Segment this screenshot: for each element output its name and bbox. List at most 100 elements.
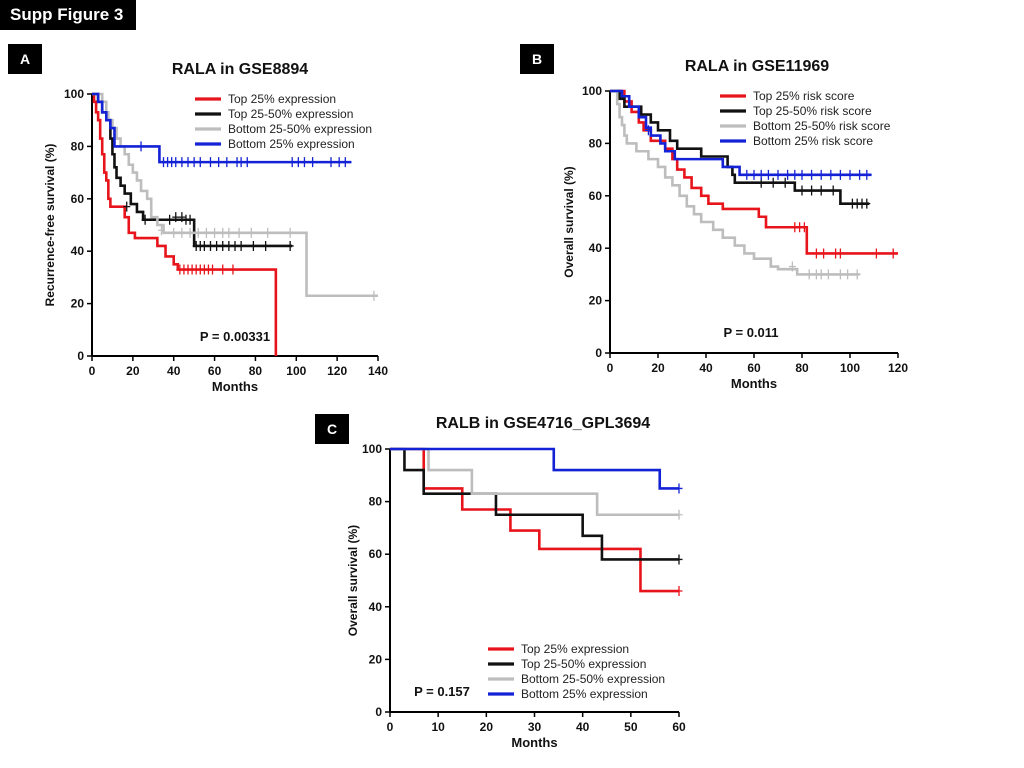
figure-label: Supp Figure 3	[0, 0, 136, 30]
censor-mark-a	[286, 227, 294, 238]
censor-mark-a	[184, 157, 192, 168]
censor-mark-b	[788, 261, 796, 272]
x-tick-label-a: 120	[327, 364, 347, 378]
censor-mark-a	[219, 264, 227, 275]
censor-mark-b	[743, 169, 751, 180]
y-tick-label-a: 0	[77, 349, 84, 363]
censor-mark-b	[817, 269, 825, 280]
censor-mark-a	[202, 227, 210, 238]
censor-mark-a	[286, 240, 294, 251]
censor-mark-b	[846, 169, 854, 180]
censor-mark-a	[294, 157, 302, 168]
censor-mark-a	[157, 225, 165, 236]
x-tick-label-b: 100	[840, 361, 860, 375]
chart-panel-a: RALA in GSE8894 0 20 40 60 80 100 120 140 0 20 40 60…	[43, 61, 388, 394]
x-tick-label-c: 50	[624, 720, 638, 734]
censor-mark-a	[237, 157, 245, 168]
y-tick-label-b: 60	[589, 189, 603, 203]
censor-mark-a	[231, 240, 239, 251]
censor-mark-c	[675, 554, 683, 565]
panel-letter-a: A	[8, 44, 42, 74]
censor-mark-b	[817, 169, 825, 180]
censor-mark-b	[791, 169, 799, 180]
censor-mark-a	[341, 157, 349, 168]
y-axis-label-c: Overall survival (%)	[346, 525, 360, 636]
censor-mark-b	[798, 185, 806, 196]
y-tick-label-b: 100	[582, 84, 602, 98]
x-axis-label-b: Months	[731, 376, 777, 391]
y-tick-label-a: 100	[64, 87, 84, 101]
legend-label-b-2: Bottom 25-50% risk score	[753, 119, 891, 133]
censor-mark-a	[262, 240, 270, 251]
survival-curve-c-1	[390, 447, 679, 561]
censor-mark-b	[829, 185, 837, 196]
x-tick-label-b: 60	[747, 361, 761, 375]
censor-mark-b	[863, 198, 871, 209]
p-value-c: P = 0.157	[414, 684, 470, 699]
y-axis-label-a: Recurrence-free survival (%)	[43, 144, 57, 307]
panel-letter-b: B	[520, 44, 554, 74]
x-tick-label-a: 100	[286, 364, 306, 378]
censor-mark-a	[178, 212, 186, 223]
censor-mark-b	[817, 185, 825, 196]
censor-mark-a	[225, 240, 233, 251]
legend-label-b-3: Bottom 25% risk score	[753, 134, 873, 148]
censor-mark-a	[186, 214, 194, 225]
x-axis-label-a: Months	[212, 379, 258, 394]
censor-mark-a	[264, 227, 272, 238]
survival-curve-a-0	[92, 92, 278, 356]
legend-label-c-3: Bottom 25% expression	[521, 687, 648, 701]
survival-curve-b-3	[610, 89, 872, 177]
survival-curve-a-3	[92, 92, 352, 164]
p-value-a: P = 0.00331	[200, 329, 270, 344]
y-tick-label-a: 60	[71, 192, 85, 206]
legend-label-b-1: Top 25-50% risk score	[753, 104, 872, 118]
x-tick-label-a: 140	[368, 364, 388, 378]
censor-mark-c	[675, 483, 683, 494]
censor-mark-a	[335, 157, 343, 168]
legend-label-c-1: Top 25-50% expression	[521, 657, 646, 671]
x-tick-label-a: 40	[167, 364, 181, 378]
censor-mark-a	[235, 227, 243, 238]
y-tick-label-b: 20	[589, 294, 603, 308]
y-axis-label-b: Overall survival (%)	[562, 166, 576, 277]
censor-mark-c	[675, 509, 683, 520]
censor-mark-a	[170, 227, 178, 238]
censor-mark-b	[836, 269, 844, 280]
x-tick-label-c: 40	[576, 720, 590, 734]
y-tick-label-b: 40	[589, 241, 603, 255]
chart-title-c: RALB in GSE4716_GPL3694	[436, 415, 650, 432]
censor-mark-b	[856, 169, 864, 180]
censor-mark-a	[288, 157, 296, 168]
censor-mark-b	[820, 248, 828, 259]
survival-curve-b-2	[610, 89, 860, 276]
censor-mark-b	[812, 248, 820, 259]
censor-mark-b	[863, 169, 871, 180]
chart-panel-b: RALA in GSE11969 0 20 40 60 80 100 120 0 20 40 60 80…	[562, 58, 908, 391]
censor-mark-a	[178, 227, 186, 238]
censor-mark-c	[675, 586, 683, 597]
y-tick-label-c: 0	[375, 705, 382, 719]
y-tick-label-a: 40	[71, 244, 85, 258]
censor-mark-a	[300, 157, 308, 168]
x-tick-label-c: 10	[431, 720, 445, 734]
censor-mark-b	[805, 269, 813, 280]
y-tick-label-c: 20	[369, 652, 383, 666]
survival-curve-b-0	[610, 89, 898, 255]
censor-mark-a	[370, 290, 378, 301]
censor-mark-b	[827, 169, 835, 180]
censor-mark-a	[178, 157, 186, 168]
censor-mark-b	[798, 169, 806, 180]
censor-mark-a	[249, 240, 257, 251]
x-axis-label-c: Months	[511, 735, 557, 750]
legend-label-c-0: Top 25% expression	[521, 642, 629, 656]
x-tick-label-c: 0	[387, 720, 394, 734]
survival-curve-c-2	[390, 447, 679, 517]
legend-label-a-1: Top 25-50% expression	[228, 107, 353, 121]
legend-label-b-0: Top 25% risk score	[753, 89, 855, 103]
censor-mark-a	[223, 157, 231, 168]
censor-mark-a	[213, 240, 221, 251]
censor-mark-a	[247, 227, 255, 238]
censor-mark-a	[123, 201, 131, 212]
y-tick-label-a: 20	[71, 297, 85, 311]
